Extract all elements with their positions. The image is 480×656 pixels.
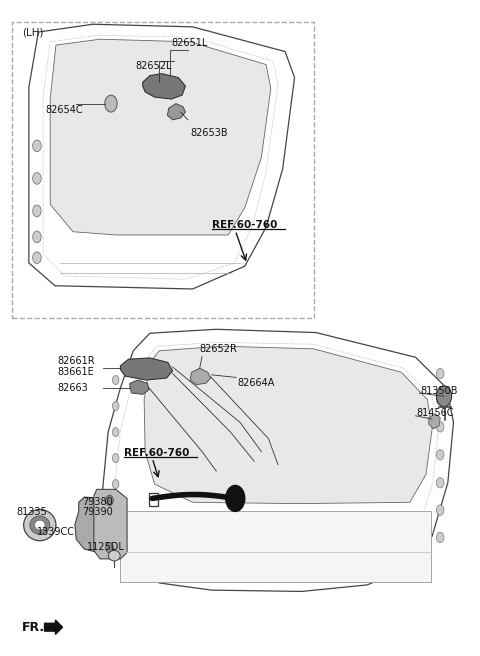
Text: 81456C: 81456C: [417, 408, 454, 418]
Circle shape: [106, 495, 113, 506]
Ellipse shape: [24, 510, 56, 541]
Text: 79380: 79380: [83, 497, 113, 507]
Ellipse shape: [35, 520, 45, 530]
Text: (LH): (LH): [22, 28, 43, 37]
Circle shape: [33, 140, 41, 152]
Circle shape: [436, 532, 444, 543]
Circle shape: [436, 394, 444, 405]
Polygon shape: [75, 497, 125, 552]
Circle shape: [112, 428, 119, 437]
Text: 82652L: 82652L: [136, 61, 172, 71]
Polygon shape: [143, 73, 185, 99]
Circle shape: [436, 505, 444, 516]
Text: 81335: 81335: [16, 506, 47, 517]
Ellipse shape: [30, 516, 50, 534]
Text: 1339CC: 1339CC: [37, 527, 75, 537]
Text: REF.60-760: REF.60-760: [124, 448, 189, 458]
Bar: [149, 493, 158, 506]
Polygon shape: [50, 39, 271, 235]
Text: 82651L: 82651L: [171, 38, 207, 49]
Bar: [12, 22, 313, 318]
Polygon shape: [190, 368, 211, 384]
Polygon shape: [168, 104, 185, 120]
Circle shape: [436, 449, 444, 460]
Text: 79390: 79390: [83, 506, 113, 517]
Polygon shape: [130, 380, 149, 394]
Text: 1125DL: 1125DL: [87, 543, 125, 552]
Text: 82653B: 82653B: [190, 128, 228, 138]
Text: FR.: FR.: [22, 621, 45, 634]
Circle shape: [112, 401, 119, 411]
Circle shape: [112, 480, 119, 489]
Ellipse shape: [108, 550, 120, 561]
Polygon shape: [144, 346, 432, 504]
Circle shape: [106, 543, 113, 553]
Text: 82652R: 82652R: [200, 344, 238, 354]
Text: REF.60-760: REF.60-760: [212, 220, 277, 230]
Circle shape: [436, 422, 444, 432]
Text: 82654C: 82654C: [46, 105, 83, 115]
Circle shape: [33, 205, 41, 216]
Text: 82664A: 82664A: [238, 378, 275, 388]
Polygon shape: [429, 414, 440, 429]
Polygon shape: [94, 489, 127, 559]
Text: 83661E: 83661E: [57, 367, 94, 377]
Circle shape: [33, 173, 41, 184]
Text: 81350B: 81350B: [420, 386, 458, 396]
Polygon shape: [120, 358, 173, 380]
Circle shape: [436, 386, 452, 407]
Text: 82661R: 82661R: [57, 356, 95, 367]
Circle shape: [226, 485, 245, 512]
Circle shape: [436, 478, 444, 488]
Text: 82663: 82663: [57, 383, 88, 393]
Circle shape: [112, 375, 119, 384]
Circle shape: [436, 368, 444, 379]
Circle shape: [112, 453, 119, 462]
Circle shape: [105, 95, 117, 112]
Bar: [120, 512, 431, 582]
Circle shape: [33, 231, 41, 243]
FancyArrow shape: [45, 620, 62, 634]
Circle shape: [33, 252, 41, 264]
